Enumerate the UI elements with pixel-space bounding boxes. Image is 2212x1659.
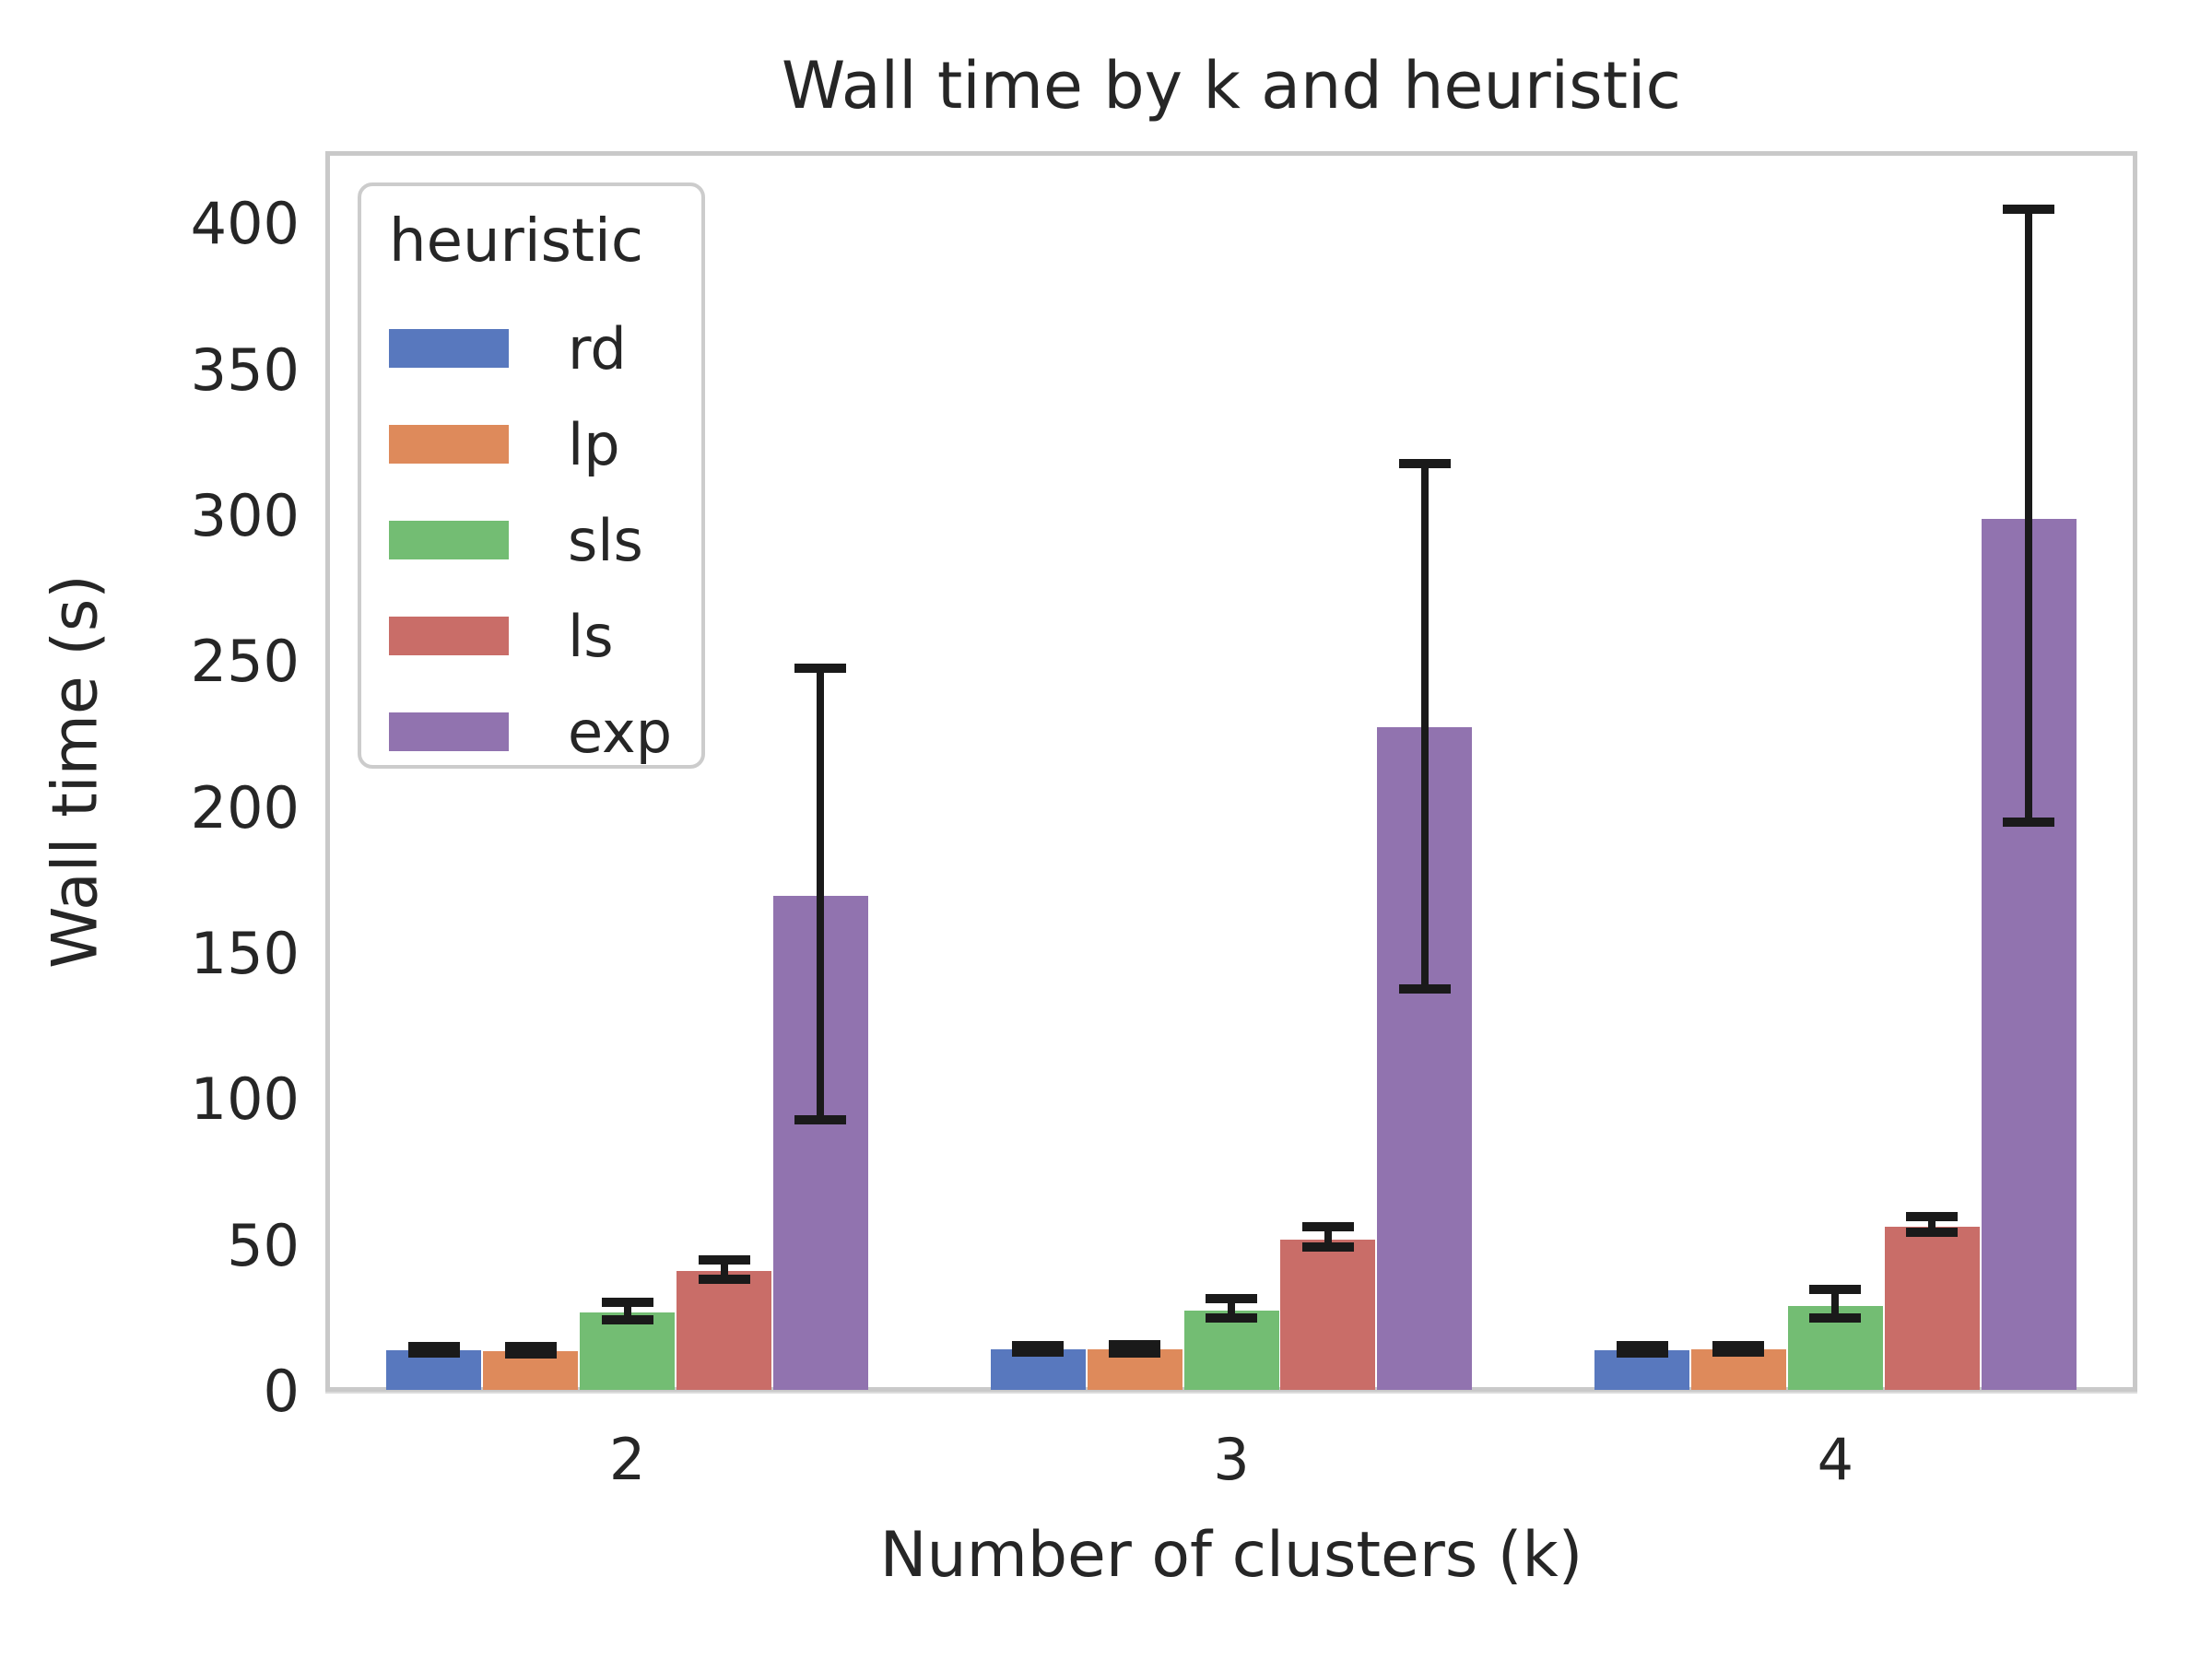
legend-swatch-rd — [389, 329, 509, 368]
bar-ls-k4 — [1885, 1227, 1980, 1390]
bar-sls-k3 — [1184, 1311, 1279, 1390]
legend-entry-sls: sls — [389, 492, 674, 588]
x-tick-label-3: 3 — [1213, 1426, 1250, 1493]
legend-entry-exp: exp — [389, 684, 674, 780]
y-tick-label-100: 100 — [190, 1065, 300, 1134]
bar-ls-k2 — [677, 1270, 771, 1390]
errorbar-cap-top-ls-k4 — [1906, 1211, 1959, 1221]
errorbar-cap-bottom-ls-k3 — [1301, 1241, 1354, 1252]
errorbar-cap-top-rd-k2 — [407, 1341, 460, 1351]
errorbar-cap-bottom-sls-k4 — [1809, 1312, 1862, 1323]
y-tick-label-250: 250 — [190, 628, 300, 696]
gridline-y-0 — [325, 1390, 2137, 1394]
legend: heuristic rd lp sls ls exp — [358, 182, 705, 769]
errorbar-cap-top-rd-k4 — [1616, 1341, 1668, 1351]
legend-entry-ls: ls — [389, 588, 674, 684]
errorbar-cap-top-lp-k4 — [1712, 1340, 1765, 1350]
errorbar-ls-k2 — [720, 1259, 728, 1280]
legend-label-lp: lp — [568, 410, 620, 478]
y-tick-label-150: 150 — [190, 919, 300, 987]
errorbar-cap-top-sls-k2 — [601, 1298, 653, 1308]
y-tick-label-200: 200 — [190, 773, 300, 841]
legend-entry-rd: rd — [389, 300, 674, 396]
errorbar-sls-k4 — [1831, 1288, 1840, 1318]
errorbar-cap-top-lp-k3 — [1109, 1340, 1161, 1349]
y-tick-label-0: 0 — [263, 1358, 300, 1425]
y-tick-label-300: 300 — [190, 481, 300, 549]
errorbar-cap-bottom-lp-k2 — [504, 1348, 557, 1359]
bar-ls-k3 — [1280, 1240, 1375, 1390]
legend-entry-lp: lp — [389, 396, 674, 492]
errorbar-cap-bottom-rd-k4 — [1616, 1348, 1668, 1359]
errorbar-cap-bottom-rd-k3 — [1012, 1347, 1065, 1358]
errorbar-cap-top-sls-k3 — [1206, 1293, 1257, 1303]
legend-swatch-exp — [389, 712, 509, 751]
errorbar-cap-top-lp-k2 — [504, 1342, 557, 1352]
y-tick-label-400: 400 — [190, 190, 300, 258]
legend-label-exp: exp — [568, 698, 673, 766]
errorbar-cap-bottom-exp-k2 — [794, 1115, 847, 1125]
errorbar-cap-bottom-exp-k4 — [2003, 818, 2055, 828]
legend-label-rd: rd — [568, 314, 627, 382]
x-tick-label-2: 2 — [608, 1426, 646, 1493]
errorbar-cap-bottom-exp-k3 — [1398, 983, 1451, 994]
errorbar-cap-bottom-ls-k4 — [1906, 1227, 1959, 1237]
errorbar-cap-top-ls-k2 — [698, 1254, 750, 1265]
errorbar-cap-bottom-lp-k3 — [1109, 1347, 1161, 1358]
errorbar-sls-k2 — [623, 1302, 631, 1321]
chart-title: Wall time by k and heuristic — [782, 48, 1681, 124]
errorbar-ls-k3 — [1324, 1227, 1332, 1247]
x-axis-label: Number of clusters (k) — [879, 1519, 1583, 1592]
errorbar-exp-k4 — [2025, 209, 2033, 823]
errorbar-exp-k2 — [817, 667, 825, 1121]
legend-swatch-ls — [389, 617, 509, 655]
legend-label-ls: ls — [568, 602, 614, 670]
errorbar-cap-top-ls-k3 — [1301, 1222, 1354, 1232]
errorbar-cap-bottom-ls-k2 — [698, 1275, 750, 1285]
y-tick-label-350: 350 — [190, 335, 300, 404]
errorbar-cap-top-sls-k4 — [1809, 1284, 1862, 1294]
errorbar-cap-bottom-rd-k2 — [407, 1348, 460, 1359]
errorbar-cap-top-exp-k4 — [2003, 205, 2055, 215]
errorbar-sls-k3 — [1228, 1298, 1235, 1319]
errorbar-cap-top-exp-k2 — [794, 663, 847, 673]
errorbar-ls-k4 — [1928, 1216, 1936, 1232]
legend-title: heuristic — [389, 207, 643, 276]
legend-label-sls: sls — [568, 506, 643, 574]
bar-sls-k2 — [580, 1312, 675, 1390]
legend-entries: rd lp sls ls exp — [389, 300, 674, 780]
x-tick-label-4: 4 — [1817, 1426, 1854, 1493]
errorbar-cap-bottom-sls-k2 — [601, 1315, 653, 1325]
legend-swatch-lp — [389, 425, 509, 464]
legend-swatch-sls — [389, 521, 509, 559]
errorbar-cap-bottom-lp-k4 — [1712, 1347, 1765, 1358]
errorbar-exp-k3 — [1420, 463, 1429, 989]
y-tick-label-50: 50 — [227, 1211, 300, 1279]
errorbar-cap-top-exp-k3 — [1398, 458, 1451, 468]
errorbar-cap-top-rd-k3 — [1012, 1340, 1065, 1350]
errorbar-cap-bottom-sls-k3 — [1206, 1313, 1257, 1324]
